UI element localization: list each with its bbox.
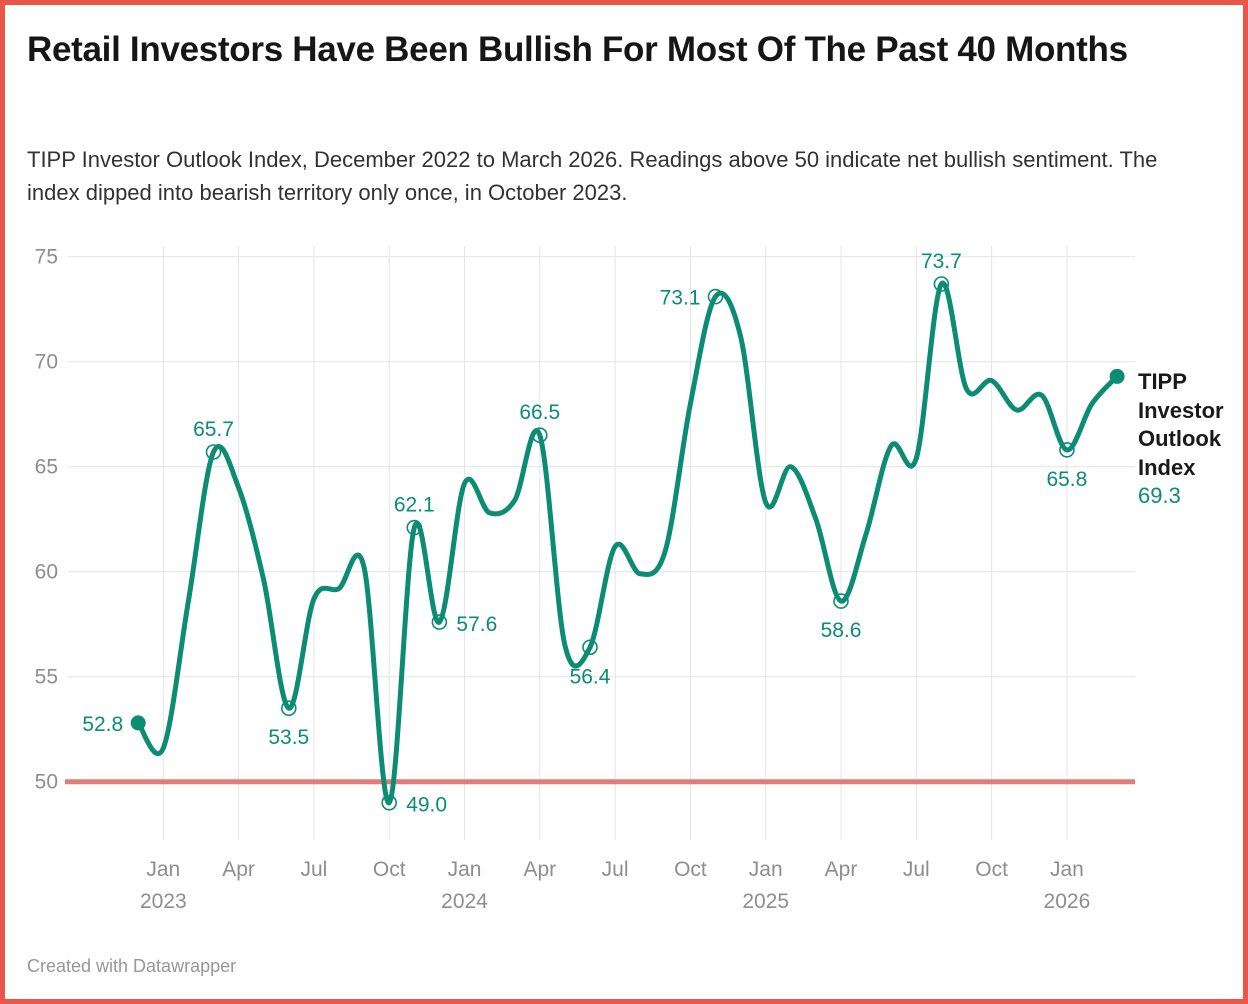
series-direct-label: TIPP Investor Outlook Index 69.3 xyxy=(1138,368,1243,511)
chart-subtitle: TIPP Investor Outlook Index, December 20… xyxy=(27,147,1158,205)
page-title: Retail Investors Have Been Bullish For M… xyxy=(27,30,1128,69)
series-label-line: Outlook xyxy=(1138,426,1222,451)
y-tick-label: 70 xyxy=(35,351,58,374)
data-point-marker xyxy=(280,700,297,717)
data-point-marker xyxy=(406,519,423,536)
x-tick-label: Jul xyxy=(903,858,930,881)
series-line xyxy=(135,280,1120,806)
y-tick-label: 50 xyxy=(35,771,58,794)
datawrapper-credit-link[interactable]: Created with Datawrapper xyxy=(27,956,237,976)
data-point-marker xyxy=(205,444,222,460)
y-tick-label: 75 xyxy=(35,246,58,269)
x-tick-year-label: 2026 xyxy=(1044,890,1091,913)
data-point-label: 53.5 xyxy=(268,726,309,749)
x-tick-year-label: 2024 xyxy=(441,890,488,913)
x-tick-label: Oct xyxy=(373,858,406,881)
data-point-label: 65.7 xyxy=(193,418,234,441)
data-point-marker xyxy=(707,288,724,305)
x-tick-label: Jul xyxy=(602,858,629,881)
x-tick-year-label: 2023 xyxy=(140,890,187,913)
series-end-dot xyxy=(130,715,146,731)
data-point-marker xyxy=(1059,442,1075,458)
data-point-label: 57.6 xyxy=(456,613,497,636)
x-tick-label: Jan xyxy=(448,858,482,881)
series-last-value: 69.3 xyxy=(1138,483,1181,508)
x-tick-label: Jan xyxy=(749,858,783,881)
data-point-marker xyxy=(933,276,950,292)
series-label-line: Investor xyxy=(1138,397,1224,423)
x-tick-label: Oct xyxy=(975,858,1008,881)
data-point-label: 56.4 xyxy=(570,665,611,688)
data-point-label: 52.8 xyxy=(82,713,123,736)
y-tick-label: 55 xyxy=(35,666,58,689)
x-tick-label: Apr xyxy=(222,858,255,881)
x-tick-label: Oct xyxy=(674,858,707,881)
data-point-label: 66.5 xyxy=(519,401,560,424)
x-tick-label: Jul xyxy=(300,858,327,881)
data-point-label: 49.0 xyxy=(406,794,447,817)
x-tick-year-label: 2025 xyxy=(742,890,789,913)
series-label-line: Index xyxy=(1138,454,1196,480)
data-point-marker xyxy=(381,794,398,811)
x-tick-label: Apr xyxy=(825,858,858,881)
series-label-line: TIPP xyxy=(1138,369,1187,394)
data-point-label: 58.6 xyxy=(821,619,862,642)
x-tick-label: Apr xyxy=(523,858,556,881)
data-point-label: 73.1 xyxy=(660,287,701,310)
data-point-label: 65.8 xyxy=(1046,468,1087,491)
data-point-marker xyxy=(833,593,849,609)
x-tick-label: Jan xyxy=(146,858,180,881)
data-point-label: 73.7 xyxy=(921,250,962,273)
data-point-marker xyxy=(582,639,598,656)
y-tick-label: 60 xyxy=(35,561,58,584)
data-point-marker xyxy=(431,614,448,630)
data-point-label: 62.1 xyxy=(394,494,435,517)
series-end-dot xyxy=(1109,368,1125,384)
y-tick-label: 65 xyxy=(35,456,58,479)
x-tick-label: Jan xyxy=(1050,858,1084,881)
data-point-marker xyxy=(531,427,548,444)
